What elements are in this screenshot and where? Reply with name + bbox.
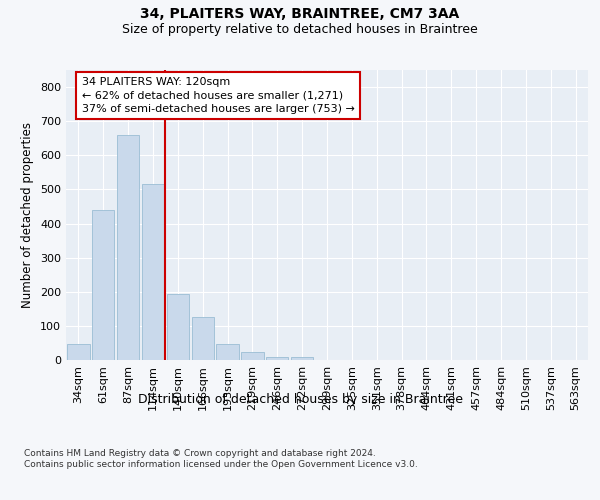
Bar bbox=[191, 318, 214, 360]
Bar bbox=[167, 294, 189, 360]
Text: 34 PLAITERS WAY: 120sqm
← 62% of detached houses are smaller (1,271)
37% of semi: 34 PLAITERS WAY: 120sqm ← 62% of detache… bbox=[82, 77, 355, 114]
Text: Contains public sector information licensed under the Open Government Licence v3: Contains public sector information licen… bbox=[24, 460, 418, 469]
Bar bbox=[291, 358, 313, 360]
Bar bbox=[67, 344, 89, 360]
Bar bbox=[217, 344, 239, 360]
Text: Contains HM Land Registry data © Crown copyright and database right 2024.: Contains HM Land Registry data © Crown c… bbox=[24, 448, 376, 458]
Bar bbox=[266, 356, 289, 360]
Bar bbox=[92, 210, 115, 360]
Bar bbox=[117, 135, 139, 360]
Y-axis label: Number of detached properties: Number of detached properties bbox=[22, 122, 34, 308]
Bar bbox=[241, 352, 263, 360]
Text: Distribution of detached houses by size in Braintree: Distribution of detached houses by size … bbox=[137, 392, 463, 406]
Text: Size of property relative to detached houses in Braintree: Size of property relative to detached ho… bbox=[122, 22, 478, 36]
Text: 34, PLAITERS WAY, BRAINTREE, CM7 3AA: 34, PLAITERS WAY, BRAINTREE, CM7 3AA bbox=[140, 8, 460, 22]
Bar bbox=[142, 184, 164, 360]
